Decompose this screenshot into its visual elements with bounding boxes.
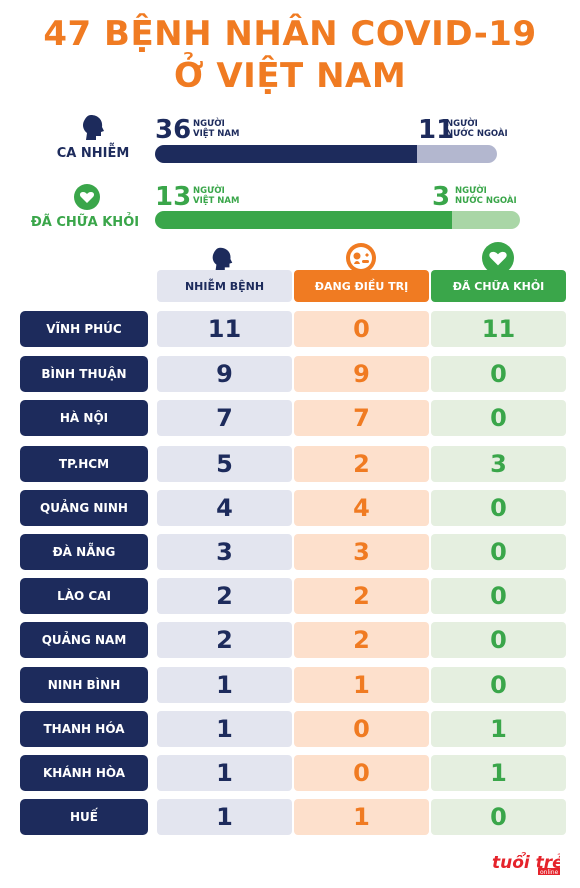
heart-icon (74, 184, 100, 210)
recovered-count: 1 (431, 755, 566, 791)
treating-count: 0 (294, 311, 429, 347)
recovered-count: 0 (431, 490, 566, 526)
treatment-icon (346, 243, 376, 273)
infected-count: 2 (157, 622, 292, 658)
infected-count: 5 (157, 446, 292, 482)
province-name: NINH BÌNH (20, 667, 148, 703)
infected-count: 4 (157, 490, 292, 526)
tuoitre-logo: tuổi trẻ online (492, 851, 560, 876)
svg-text:tuổi trẻ: tuổi trẻ (492, 851, 560, 873)
infected-count: 9 (157, 356, 292, 392)
province-name: BÌNH THUẬN (20, 356, 148, 392)
recovered-count: 3 (431, 446, 566, 482)
treating-count: 2 (294, 446, 429, 482)
infected-foreign-label: NGƯỜI NƯỚC NGOÀI (446, 119, 508, 139)
person-head-icon (83, 115, 104, 140)
recovered-count: 1 (431, 711, 566, 747)
infected-domestic-value: 36 (155, 115, 192, 145)
recovered-count: 0 (431, 400, 566, 436)
province-name: QUẢNG NAM (20, 622, 148, 658)
treating-count: 3 (294, 534, 429, 570)
province-name: ĐÀ NẴNG (20, 534, 148, 570)
province-name: TP.HCM (20, 446, 148, 482)
province-name: LÀO CAI (20, 578, 148, 614)
heart-icon (482, 242, 514, 274)
infected-count: 1 (157, 799, 292, 835)
infected-domestic-segment (155, 145, 417, 163)
infected-count: 11 (157, 311, 292, 347)
person-head-icon (212, 247, 233, 272)
infected-ratio-bar (155, 145, 497, 163)
province-name: KHÁNH HÒA (20, 755, 148, 791)
province-name: THANH HÓA (20, 711, 148, 747)
recovered-foreign-segment (452, 211, 520, 229)
infected-count: 7 (157, 400, 292, 436)
province-name: QUẢNG NINH (20, 490, 148, 526)
recovered-count: 0 (431, 799, 566, 835)
recovered-domestic-segment (155, 211, 452, 229)
treating-count: 0 (294, 711, 429, 747)
province-name: VĨNH PHÚC (20, 311, 148, 347)
recovered-count: 0 (431, 356, 566, 392)
page-title: 47 BỆNH NHÂN COVID-19 (43, 14, 537, 54)
infected-foreign-segment (417, 145, 497, 163)
treating-count: 0 (294, 755, 429, 791)
column-header-treating: ĐANG ĐIỀU TRỊ (294, 270, 429, 302)
recovered-label: ĐÃ CHỮA KHỎI (30, 215, 140, 230)
recovered-domestic-label: NGƯỜI VIỆT NAM (193, 186, 240, 206)
infected-count: 3 (157, 534, 292, 570)
column-header-infected: NHIỄM BỆNH (157, 270, 292, 302)
recovered-domestic-value: 13 (155, 182, 192, 212)
recovered-count: 11 (431, 311, 566, 347)
infected-count: 2 (157, 578, 292, 614)
treating-count: 1 (294, 667, 429, 703)
treating-count: 2 (294, 622, 429, 658)
recovered-foreign-value: 3 (432, 182, 451, 212)
province-name: HÀ NỘI (20, 400, 148, 436)
treating-count: 9 (294, 356, 429, 392)
page-subtitle: Ở VIỆT NAM (173, 56, 407, 96)
infected-label: CA NHIỄM (56, 146, 130, 161)
svg-text:online: online (540, 869, 559, 876)
treating-count: 2 (294, 578, 429, 614)
infected-domestic-label: NGƯỜI VIỆT NAM (193, 119, 240, 139)
treating-count: 4 (294, 490, 429, 526)
recovered-count: 0 (431, 622, 566, 658)
treating-count: 1 (294, 799, 429, 835)
infected-count: 1 (157, 755, 292, 791)
province-name: HUẾ (20, 799, 148, 835)
infected-foreign-value: 11 (418, 115, 455, 145)
recovered-ratio-bar (155, 211, 520, 229)
recovered-count: 0 (431, 534, 566, 570)
treating-count: 7 (294, 400, 429, 436)
infected-count: 1 (157, 711, 292, 747)
recovered-foreign-label: NGƯỜI NƯỚC NGOÀI (455, 186, 517, 206)
column-header-recovered: ĐÃ CHỮA KHỎI (431, 270, 566, 302)
recovered-count: 0 (431, 667, 566, 703)
infected-count: 1 (157, 667, 292, 703)
recovered-count: 0 (431, 578, 566, 614)
